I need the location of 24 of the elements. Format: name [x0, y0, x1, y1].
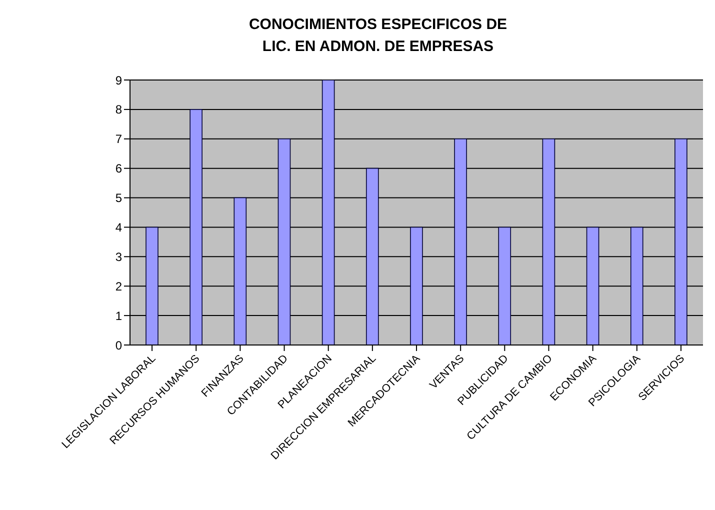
y-tick-label: 8 — [115, 102, 122, 117]
y-tick-label: 6 — [115, 162, 122, 176]
bar — [674, 138, 688, 345]
bar — [278, 138, 291, 345]
y-tick-label: 4 — [115, 220, 122, 234]
y-tick-label: 2 — [115, 279, 122, 294]
bar — [542, 138, 556, 345]
y-tick-label: 3 — [115, 250, 122, 264]
bar — [190, 109, 202, 345]
bar — [410, 226, 423, 345]
bar — [586, 226, 600, 345]
bar — [322, 80, 335, 345]
bar — [498, 226, 512, 345]
bar — [454, 138, 467, 345]
y-tick-label: 1 — [115, 308, 122, 323]
y-tick-label: 0 — [115, 338, 122, 352]
y-tick-label: 7 — [115, 132, 122, 146]
bar — [630, 226, 644, 345]
y-tick-label: 9 — [115, 73, 122, 88]
bar — [366, 168, 379, 345]
bar — [234, 197, 247, 345]
bar — [146, 226, 158, 345]
y-tick-label: 5 — [115, 191, 122, 206]
chart-title: CONOCIMIENTOS ESPECIFICOS DE LIC. EN ADMON. DE EMPRESAS — [248, 15, 508, 57]
